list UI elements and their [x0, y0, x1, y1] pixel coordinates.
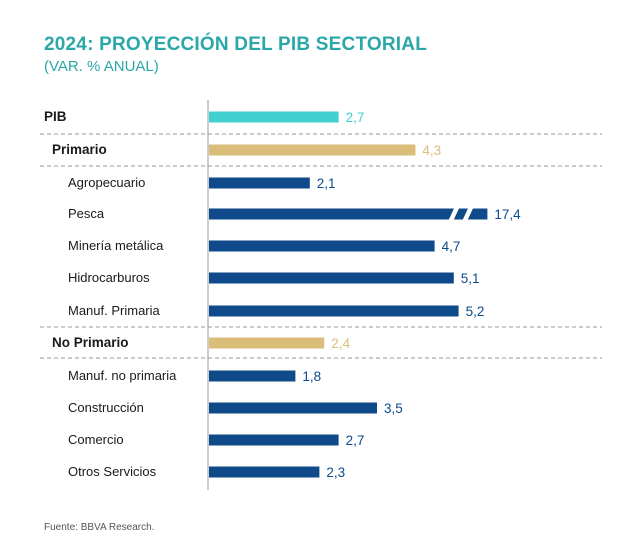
category-label-pib: PIB — [44, 109, 67, 124]
category-label-pesca: Pesca — [68, 206, 105, 221]
bar-manuf-primaria — [209, 305, 459, 317]
bar-primario — [209, 144, 416, 156]
category-label-construccion: Construcción — [68, 400, 144, 415]
value-label-agropecuario: 2,1 — [317, 176, 336, 191]
bar-no-primario — [209, 337, 325, 349]
category-label-no-primario: No Primario — [52, 335, 129, 350]
source-note: Fuente: BBVA Research. — [44, 522, 155, 533]
value-label-manuf-primaria: 5,2 — [466, 304, 485, 319]
axis-break-mark-1 — [448, 207, 460, 221]
category-label-primario: Primario — [52, 142, 107, 157]
category-label-comercio: Comercio — [68, 432, 124, 447]
bar-otros-servicios — [209, 466, 320, 478]
value-label-construccion: 3,5 — [384, 401, 403, 416]
axis-break-mark-2 — [462, 207, 474, 221]
bar-construccion — [209, 402, 377, 414]
value-label-pib: 2,7 — [346, 110, 365, 125]
bar-manuf-no-primaria — [209, 370, 296, 382]
bar-pib — [209, 111, 339, 123]
chart-title: 2024: PROYECCIÓN DEL PIB SECTORIAL — [44, 34, 428, 55]
value-label-no-primario: 2,4 — [331, 336, 350, 351]
chart-subtitle: (VAR. % ANUAL) — [44, 58, 159, 75]
value-label-comercio: 2,7 — [346, 433, 365, 448]
category-label-manuf-primaria: Manuf. Primaria — [68, 303, 161, 318]
category-label-hidrocarburos: Hidrocarburos — [68, 270, 150, 285]
bar-mineria-metalica — [209, 240, 435, 252]
category-label-manuf-no-primaria: Manuf. no primaria — [68, 368, 177, 383]
category-label-otros-servicios: Otros Servicios — [68, 464, 157, 479]
value-label-manuf-no-primaria: 1,8 — [302, 369, 321, 384]
value-label-hidrocarburos: 5,1 — [461, 271, 480, 286]
value-label-otros-servicios: 2,3 — [326, 465, 345, 480]
bar-pesca — [209, 208, 488, 220]
bar-agropecuario — [209, 177, 310, 189]
value-label-primario: 4,3 — [422, 143, 441, 158]
category-label-mineria-metalica: Minería metálica — [68, 238, 164, 253]
bar-hidrocarburos — [209, 272, 454, 284]
bar-comercio — [209, 434, 339, 446]
category-label-agropecuario: Agropecuario — [68, 175, 145, 190]
value-label-pesca: 17,4 — [494, 207, 521, 222]
value-label-mineria-metalica: 4,7 — [442, 239, 461, 254]
